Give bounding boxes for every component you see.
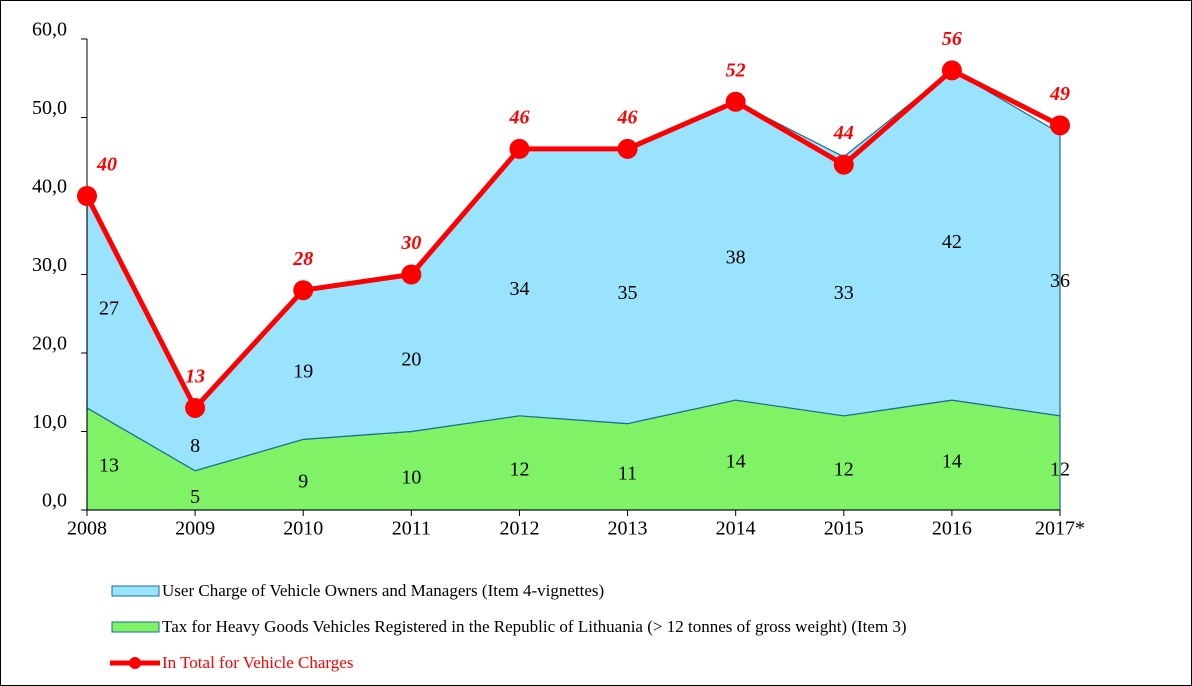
- marker: [293, 280, 314, 301]
- x-tick-label: 2016: [932, 518, 972, 540]
- x-tick-label: 2012: [499, 518, 539, 540]
- data-label: 14: [942, 451, 962, 473]
- legend-marker: [129, 657, 141, 669]
- marker: [617, 138, 638, 159]
- marker: [401, 264, 422, 285]
- data-label: 27: [99, 298, 119, 320]
- y-tick-label: 50,0: [32, 97, 67, 119]
- legend-label: In Total for Vehicle Charges: [162, 653, 353, 672]
- y-tick-label: 30,0: [32, 254, 67, 276]
- data-label: 36: [1050, 270, 1070, 292]
- marker: [1050, 115, 1070, 136]
- legend-swatch: [111, 585, 160, 597]
- marker: [833, 154, 854, 175]
- marker: [509, 138, 530, 159]
- total-label: 46: [617, 106, 638, 128]
- data-label: 10: [401, 466, 421, 488]
- total-label: 56: [942, 28, 962, 50]
- y-tick-label: 60,0: [32, 19, 67, 41]
- x-tick-label: 2011: [392, 518, 431, 540]
- y-tick-label: 20,0: [32, 333, 67, 355]
- total-label: 13: [185, 366, 205, 388]
- data-label: 20: [401, 349, 421, 371]
- total-label: 44: [833, 122, 854, 144]
- x-tick-label: 2013: [608, 518, 648, 540]
- total-label: 49: [1049, 83, 1070, 105]
- legend-label: User Charge of Vehicle Owners and Manage…: [162, 581, 604, 600]
- data-label: 19: [293, 360, 313, 382]
- data-label: 38: [726, 247, 746, 269]
- data-label: 14: [726, 451, 746, 473]
- total-label: 46: [508, 106, 529, 128]
- legend-swatch: [111, 621, 160, 633]
- x-tick-label: 2017*: [1035, 518, 1085, 540]
- data-label: 33: [834, 282, 854, 304]
- data-label: 9: [298, 470, 308, 492]
- x-tick-label: 2008: [67, 518, 107, 540]
- data-label: 34: [509, 278, 529, 300]
- total-label: 52: [726, 59, 746, 81]
- data-label: 8: [190, 435, 200, 457]
- total-label: 28: [292, 248, 313, 270]
- data-label: 35: [618, 282, 638, 304]
- marker: [941, 60, 962, 81]
- line: [84, 67, 1062, 413]
- legend-label: Tax for Heavy Goods Vehicles Registered …: [162, 617, 907, 636]
- marker: [185, 397, 206, 418]
- data-label: 12: [1050, 458, 1070, 480]
- y-tick-label: 0,0: [42, 490, 67, 512]
- data-label: 12: [834, 458, 854, 480]
- data-label: 42: [942, 231, 962, 253]
- y-tick-label: 10,0: [32, 411, 67, 433]
- y-tick-label: 40,0: [32, 176, 67, 198]
- data-label: 11: [618, 462, 637, 484]
- total-label: 30: [400, 232, 421, 254]
- data-label: 5: [190, 486, 200, 508]
- x-tick-label: 2014: [716, 518, 756, 540]
- data-label: 13: [99, 455, 119, 477]
- data-label: 12: [509, 458, 529, 480]
- total-label: 40: [96, 154, 117, 176]
- x-tick-label: 2009: [175, 518, 215, 540]
- x-tick-label: 2010: [283, 518, 323, 540]
- x-tick-label: 2015: [824, 518, 864, 540]
- marker: [77, 186, 97, 206]
- marker: [725, 91, 746, 112]
